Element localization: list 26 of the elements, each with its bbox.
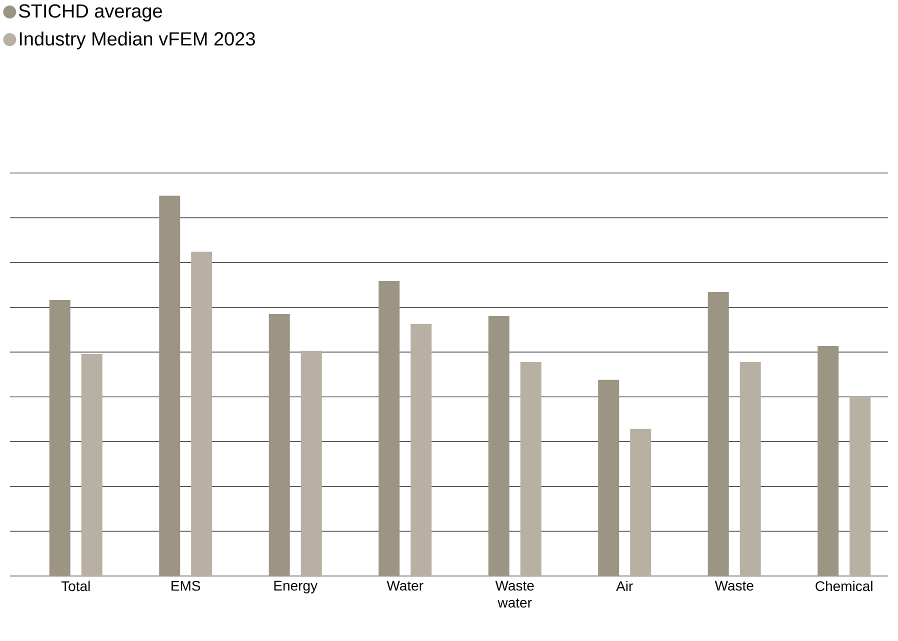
bar: [818, 346, 839, 576]
legend-label: STICHD average: [19, 4, 162, 22]
x-tick-label: Chemical: [816, 580, 872, 592]
x-tick-label: Total: [61, 580, 90, 592]
bar: [488, 316, 510, 576]
x-tick-label: Water: [386, 580, 424, 591]
bar: [410, 324, 432, 576]
bar: [378, 280, 400, 576]
legend-label: Industry Median vFEM 2023: [20, 32, 255, 50]
bar: [300, 350, 322, 576]
x-tick-label: Waste: [714, 580, 754, 591]
x-tick-label: EMS: [172, 580, 200, 591]
bar: [268, 314, 290, 576]
bar: [159, 196, 180, 576]
bar: [81, 354, 102, 576]
bar: [630, 428, 652, 576]
bar: [191, 252, 212, 576]
bar: [740, 362, 761, 576]
x-tick-label: Air: [616, 580, 633, 592]
x-tick-label: Energy: [274, 580, 318, 594]
bar: [850, 396, 871, 576]
bar: [520, 362, 542, 576]
bar: [598, 380, 620, 576]
bar: [49, 300, 70, 576]
bar: [708, 292, 729, 576]
x-tick-label: Waste water: [495, 580, 534, 608]
